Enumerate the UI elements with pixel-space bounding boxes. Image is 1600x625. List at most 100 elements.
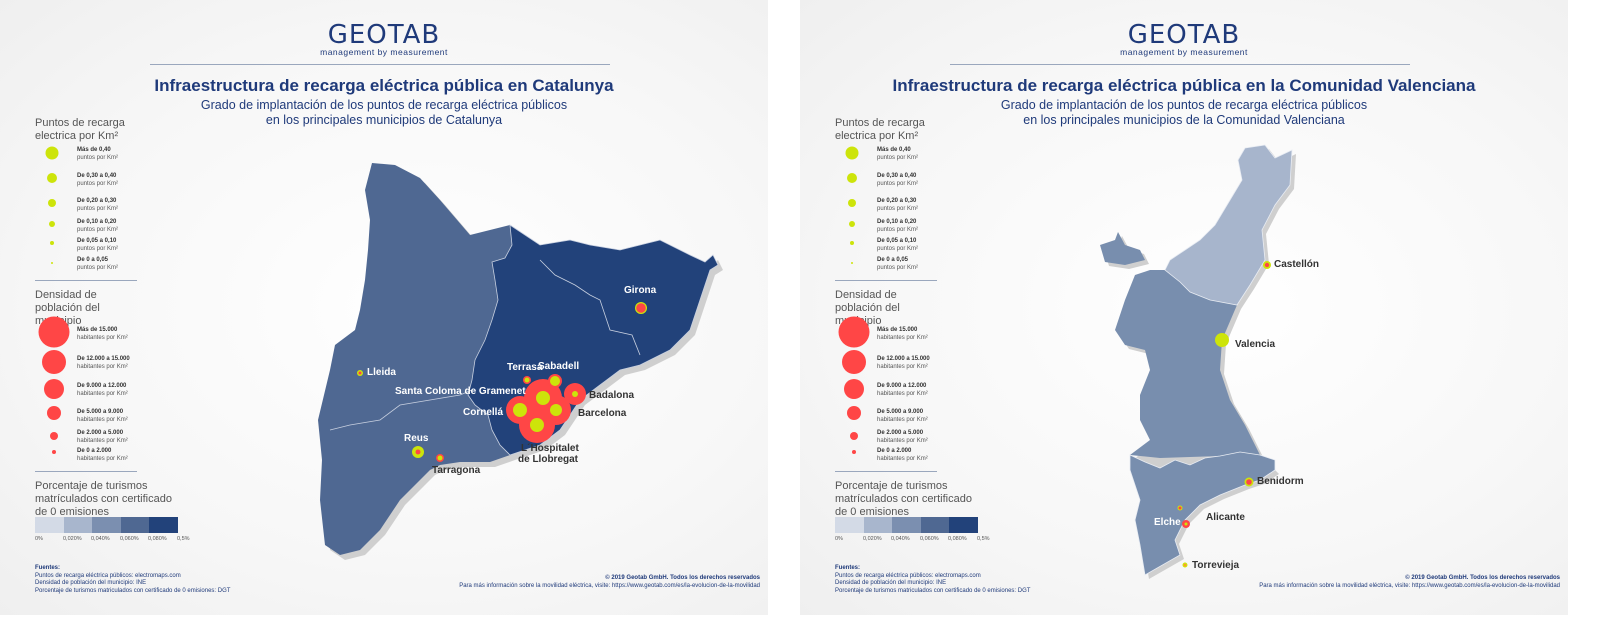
scale-tick: 0,020% bbox=[63, 536, 82, 542]
scale-tick: 0,040% bbox=[891, 536, 910, 542]
legend-percent-title: Porcentaje de turismos matrículados con … bbox=[835, 480, 972, 518]
scale-swatch bbox=[920, 517, 950, 533]
scale-tick: 0,020% bbox=[863, 536, 882, 542]
legend-density-dot bbox=[842, 350, 866, 374]
city-label-santa-coloma: Santa Coloma de Gramenet bbox=[395, 386, 526, 397]
city-markers bbox=[357, 302, 647, 462]
subtitle-line-1: Grado de implantación de los puntos de r… bbox=[200, 98, 568, 112]
scale-tick: 0,080% bbox=[948, 536, 967, 542]
legend-density-dot bbox=[47, 406, 61, 420]
legend-density-dot bbox=[844, 379, 864, 399]
subtitle-line-2: en los principales municipios de la Comu… bbox=[1023, 113, 1345, 127]
catalunya-map bbox=[318, 163, 723, 560]
legend-item: De 0 a 0,05 puntos por Km² bbox=[877, 257, 919, 271]
valencia-infographic: GEOTAB management by measurement Infraest… bbox=[800, 0, 1568, 615]
legend-item: De 9.000 a 12.000 habitantes por Km² bbox=[77, 383, 128, 397]
legend-item: De 0 a 2.000 habitantes por Km² bbox=[877, 448, 928, 462]
geotab-logo: GEOTAB management by measurement bbox=[1120, 20, 1248, 57]
legend-density-dot bbox=[38, 316, 70, 348]
region-valencia bbox=[1115, 270, 1275, 460]
city-label-badalona: Badalona bbox=[589, 390, 635, 401]
city-label-hospitalet-2: de Llobregat bbox=[518, 454, 579, 465]
scale-tick: 0% bbox=[835, 536, 843, 542]
scale-swatch bbox=[835, 517, 864, 533]
legend-point-dot bbox=[850, 241, 854, 245]
city-label-lleida: Lleida bbox=[367, 367, 396, 378]
page-title: Infraestructura de recarga eléctrica púb… bbox=[154, 76, 614, 95]
legend-item: De 5.000 a 9.000 habitantes por Km² bbox=[877, 409, 928, 423]
legend-item: De 0,20 a 0,30 puntos por Km² bbox=[877, 198, 919, 212]
legend-item: De 0 a 2.000 habitantes por Km² bbox=[77, 448, 128, 462]
scale-swatch bbox=[892, 517, 921, 533]
legend-item: De 0,05 a 0,10 puntos por Km² bbox=[77, 238, 119, 252]
subtitle-line-2: en los principales municipios de Catalun… bbox=[265, 113, 503, 127]
legend-divider bbox=[35, 280, 137, 281]
legend-item: De 0,30 a 0,40 puntos por Km² bbox=[877, 173, 919, 187]
legend-point-dot bbox=[51, 262, 53, 264]
legend-percent-title: Porcentaje de turismos matrículados con … bbox=[35, 480, 172, 518]
legend-point-dot bbox=[47, 173, 57, 183]
legend-item: De 2.000 a 5.000 habitantes por Km² bbox=[77, 430, 128, 444]
scale-swatch bbox=[120, 517, 150, 533]
subtitle-line-1: Grado de implantación de los puntos de r… bbox=[1000, 98, 1368, 112]
header-divider bbox=[950, 64, 1410, 65]
valencia-map bbox=[1100, 144, 1296, 579]
city-markers bbox=[1177, 261, 1271, 568]
legend-item: Más de 15.000 habitantes por Km² bbox=[77, 327, 128, 341]
legend-item: Más de 0,40 puntos por Km² bbox=[77, 147, 119, 161]
scale-tick: 0,040% bbox=[91, 536, 110, 542]
legend-item: De 0,05 a 0,10 puntos por Km² bbox=[877, 238, 919, 252]
catalunya-infographic: GEOTAB management by measurement Infraest… bbox=[0, 0, 768, 615]
marker-valencia bbox=[1215, 333, 1229, 347]
city-label-elche: Elche bbox=[1154, 517, 1181, 528]
legend-item: Más de 15.000 habitantes por Km² bbox=[877, 327, 928, 341]
legend-density-dot bbox=[42, 350, 66, 374]
legend-point-dot bbox=[848, 199, 856, 207]
city-label-sabadell: Sabadell bbox=[538, 361, 580, 372]
legend-density-dot bbox=[50, 432, 58, 440]
legend-density-dot bbox=[44, 379, 64, 399]
legend-point-dot bbox=[847, 173, 857, 183]
legend-density-dot bbox=[850, 432, 858, 440]
legend-item: De 5.000 a 9.000 habitantes por Km² bbox=[77, 409, 128, 423]
geotab-logo: GEOTAB management by measurement bbox=[320, 20, 448, 57]
color-scale-bar bbox=[35, 517, 178, 533]
copyright: © 2019 Geotab GmbH. Todos los derechos r… bbox=[1259, 575, 1560, 589]
legend-point-dot bbox=[50, 241, 54, 245]
region-barcelona-girona bbox=[467, 224, 719, 456]
scale-swatch bbox=[92, 517, 121, 533]
province-border bbox=[329, 259, 641, 431]
legend-density-dot bbox=[847, 406, 861, 420]
legend-density-dot bbox=[838, 316, 870, 348]
scale-tick: 0,080% bbox=[148, 536, 167, 542]
region-ademuz bbox=[1100, 232, 1145, 265]
city-label-hospitalet: L´Hospitalet bbox=[521, 443, 579, 454]
scale-tick: 0,5% bbox=[177, 536, 190, 542]
legend-item: De 9.000 a 12.000 habitantes por Km² bbox=[877, 383, 928, 397]
city-label-barcelona: Barcelona bbox=[578, 408, 627, 419]
legend-divider bbox=[835, 280, 937, 281]
legend-item: De 0,10 a 0,20 puntos por Km² bbox=[877, 219, 919, 233]
legend-density-dot bbox=[52, 450, 56, 454]
legend-point-dot bbox=[845, 146, 859, 160]
legend-point-dot bbox=[851, 262, 853, 264]
legend-points-title: Puntos de recarga electrica por Km² bbox=[835, 117, 925, 142]
city-label-torrevieja: Torrevieja bbox=[1192, 560, 1240, 571]
legend-point-dot bbox=[48, 199, 56, 207]
scale-tick: 0,5% bbox=[977, 536, 990, 542]
city-label-valencia: Valencia bbox=[1235, 339, 1276, 350]
legend-item: De 0 a 0,05 puntos por Km² bbox=[77, 257, 119, 271]
legend-item: De 0,20 a 0,30 puntos por Km² bbox=[77, 198, 119, 212]
legend-item: De 12.000 a 15.000 habitantes por Km² bbox=[877, 356, 930, 370]
city-label-castellon: Castellón bbox=[1274, 259, 1320, 270]
legend-point-dot bbox=[45, 146, 59, 160]
copyright: © 2019 Geotab GmbH. Todos los derechos r… bbox=[459, 575, 760, 589]
city-label-benidorm: Benidorm bbox=[1257, 476, 1304, 487]
region-alicante bbox=[1129, 451, 1276, 576]
legend-density-dot bbox=[852, 450, 856, 454]
legend-item: De 0,10 a 0,20 puntos por Km² bbox=[77, 219, 119, 233]
city-label-tarragona: Tarragona bbox=[432, 465, 481, 476]
legend-item: Más de 0,40 puntos por Km² bbox=[877, 147, 919, 161]
legend-divider bbox=[835, 471, 937, 472]
header-divider bbox=[150, 64, 610, 65]
